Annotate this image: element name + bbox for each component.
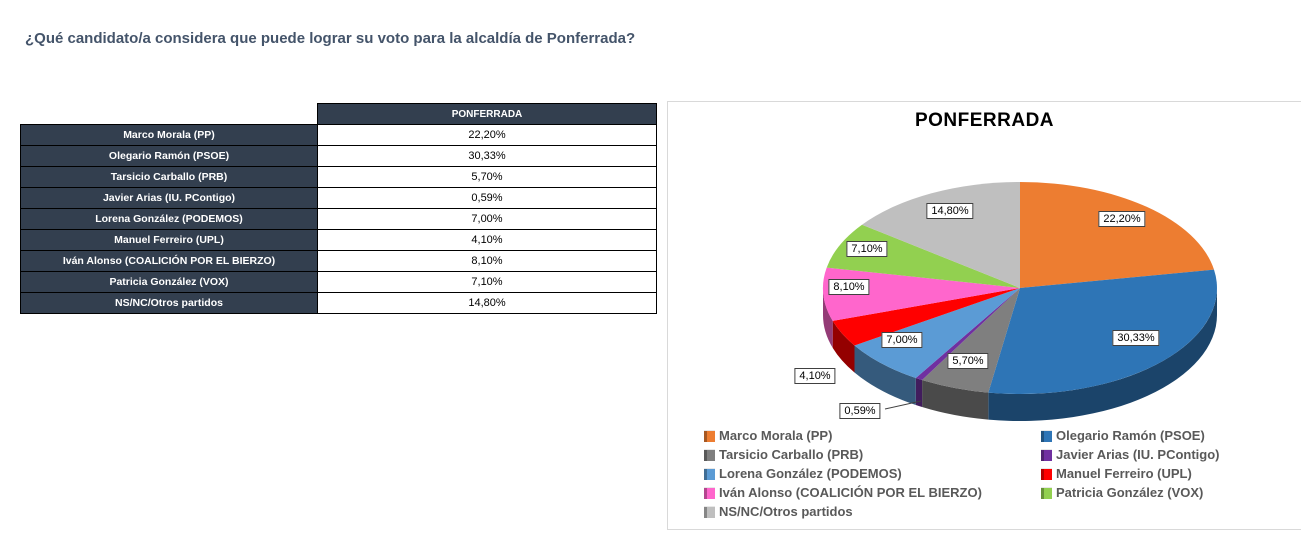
- legend-label: Javier Arias (IU. PContigo): [1056, 447, 1220, 462]
- value-cell[interactable]: 30,33%: [317, 145, 657, 167]
- pie-slice[interactable]: [915, 288, 1020, 380]
- table-row: Lorena González (PODEMOS) 7,00%: [20, 208, 657, 230]
- pie-slice[interactable]: [862, 182, 1020, 288]
- pie-slice-side[interactable]: [988, 288, 1217, 421]
- table-row: Marco Morala (PP) 22,20%: [20, 124, 657, 146]
- pie-data-label[interactable]: 5,70%: [947, 353, 989, 369]
- legend-swatch-icon: [1041, 429, 1052, 442]
- table-row: Manuel Ferreiro (UPL) 4,10%: [20, 229, 657, 251]
- legend-label: Olegario Ramón (PSOE): [1056, 428, 1205, 443]
- value-cell[interactable]: 7,10%: [317, 271, 657, 293]
- pie-data-label[interactable]: 30,33%: [1112, 330, 1160, 346]
- pie-slice[interactable]: [826, 224, 1020, 288]
- pie-chart: [822, 182, 1217, 421]
- legend-swatch-icon: [1041, 467, 1052, 480]
- pie-slice[interactable]: [832, 288, 1020, 346]
- pie-data-label[interactable]: 7,10%: [846, 241, 888, 257]
- table-row: Patricia González (VOX) 7,10%: [20, 271, 657, 293]
- pie-slice-side[interactable]: [823, 288, 833, 348]
- table-header-row: PONFERRADA: [21, 103, 657, 125]
- pie-data-label[interactable]: 7,00%: [881, 332, 923, 348]
- legend-label: NS/NC/Otros partidos: [719, 504, 853, 519]
- legend-item[interactable]: Lorena González (PODEMOS): [704, 466, 1041, 481]
- value-cell[interactable]: 8,10%: [317, 250, 657, 272]
- candidate-cell[interactable]: Lorena González (PODEMOS): [20, 208, 318, 230]
- legend-item[interactable]: Olegario Ramón (PSOE): [1041, 428, 1220, 443]
- legend-item[interactable]: Javier Arias (IU. PContigo): [1041, 447, 1220, 462]
- legend-swatch-icon: [1041, 486, 1052, 499]
- legend-label: Patricia González (VOX): [1056, 485, 1204, 500]
- value-cell[interactable]: 5,70%: [317, 166, 657, 188]
- legend-label: Lorena González (PODEMOS): [719, 466, 902, 481]
- pie-data-label[interactable]: 14,80%: [926, 203, 974, 219]
- pie-slice[interactable]: [854, 288, 1021, 378]
- pie-slice-side[interactable]: [854, 345, 916, 406]
- candidate-cell[interactable]: Marco Morala (PP): [20, 124, 318, 146]
- legend-swatch-icon: [704, 467, 715, 480]
- legend-swatch-icon: [704, 429, 715, 442]
- page-title: ¿Qué candidato/a considera que puede log…: [25, 30, 636, 47]
- pie-slice-side[interactable]: [922, 380, 989, 420]
- legend-item[interactable]: Manuel Ferreiro (UPL): [1041, 466, 1220, 481]
- value-cell[interactable]: 14,80%: [317, 292, 657, 314]
- table-row: Javier Arias (IU. PContigo) 0,59%: [20, 187, 657, 209]
- value-cell[interactable]: 0,59%: [317, 187, 657, 209]
- pie-slice[interactable]: [988, 269, 1217, 394]
- value-cell[interactable]: 4,10%: [317, 229, 657, 251]
- candidate-cell[interactable]: Manuel Ferreiro (UPL): [20, 229, 318, 251]
- candidate-cell[interactable]: Javier Arias (IU. PContigo): [20, 187, 318, 209]
- pie-data-label[interactable]: 4,10%: [794, 368, 836, 384]
- legend-item[interactable]: Iván Alonso (COALICIÓN POR EL BIERZO): [704, 485, 1041, 500]
- candidate-cell[interactable]: Tarsicio Carballo (PRB): [20, 166, 318, 188]
- table-header-cell[interactable]: PONFERRADA: [317, 103, 657, 125]
- table-row: Tarsicio Carballo (PRB) 5,70%: [20, 166, 657, 188]
- legend-label: Tarsicio Carballo (PRB): [719, 447, 864, 462]
- table-row: Iván Alonso (COALICIÓN POR EL BIERZO) 8,1…: [20, 250, 657, 272]
- table-header-spacer: [21, 104, 318, 125]
- table-row: NS/NC/Otros partidos 14,80%: [20, 292, 657, 314]
- legend-label: Marco Morala (PP): [719, 428, 833, 443]
- candidate-cell[interactable]: Patricia González (VOX): [20, 271, 318, 293]
- pie-slice[interactable]: [822, 267, 1020, 321]
- results-table-body: Marco Morala (PP) 22,20% Olegario Ramón (P…: [20, 124, 657, 314]
- pie-data-label[interactable]: 0,59%: [839, 403, 881, 419]
- label-leader-line: [884, 400, 922, 410]
- chart-title: PONFERRADA: [914, 110, 1055, 131]
- legend-label: Manuel Ferreiro (UPL): [1056, 466, 1192, 481]
- legend-swatch-icon: [704, 448, 715, 461]
- chart-legend: Marco Morala (PP) Olegario Ramón (PSOE) Ta…: [704, 428, 1220, 519]
- legend-swatch-icon: [704, 486, 715, 499]
- chart-panel[interactable]: PONFERRADA 22,20% 30,33% 5,70% 0,59% 7,00% 4,…: [667, 101, 1301, 530]
- value-cell[interactable]: 7,00%: [317, 208, 657, 230]
- candidate-cell[interactable]: NS/NC/Otros partidos: [20, 292, 318, 314]
- value-cell[interactable]: 22,20%: [317, 124, 657, 146]
- table-row: Olegario Ramón (PSOE) 30,33%: [20, 145, 657, 167]
- legend-item[interactable]: Patricia González (VOX): [1041, 485, 1220, 500]
- legend-item[interactable]: Tarsicio Carballo (PRB): [704, 447, 1041, 462]
- pie-slice[interactable]: [1020, 182, 1214, 288]
- pie-slice[interactable]: [922, 288, 1020, 393]
- legend-item[interactable]: Marco Morala (PP): [704, 428, 1041, 443]
- legend-item[interactable]: NS/NC/Otros partidos: [704, 504, 1041, 519]
- pie-slice-side[interactable]: [915, 378, 923, 407]
- pie-data-label[interactable]: 22,20%: [1098, 211, 1146, 227]
- legend-swatch-icon: [1041, 448, 1052, 461]
- pie-slice-side[interactable]: [832, 320, 855, 373]
- candidate-cell[interactable]: Iván Alonso (COALICIÓN POR EL BIERZO): [20, 250, 318, 272]
- legend-swatch-icon: [704, 505, 715, 518]
- legend-label: Iván Alonso (COALICIÓN POR EL BIERZO): [719, 485, 982, 500]
- results-table: PONFERRADA Marco Morala (PP) 22,20% Olegar…: [20, 103, 657, 314]
- pie-data-label[interactable]: 8,10%: [828, 279, 870, 295]
- candidate-cell[interactable]: Olegario Ramón (PSOE): [20, 145, 318, 167]
